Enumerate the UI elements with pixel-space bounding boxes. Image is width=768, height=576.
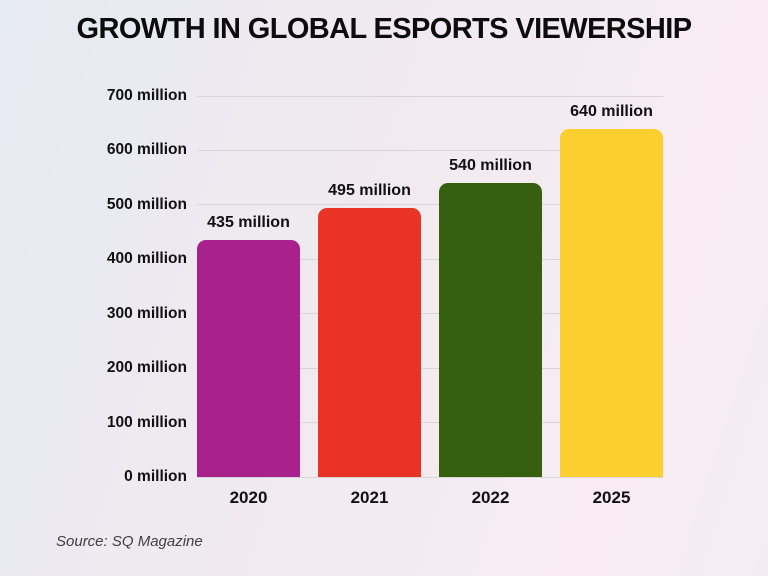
gridline <box>197 313 663 315</box>
y-axis-tick-label: 500 million <box>106 195 187 213</box>
x-axis-category-label: 2021 <box>350 488 389 507</box>
bar-2020 <box>197 240 300 477</box>
bar-2021 <box>318 207 421 477</box>
x-axis-category-label: 2020 <box>229 488 268 507</box>
y-axis-tick-label: 200 million <box>106 359 187 377</box>
y-axis-tick-label: 300 million <box>106 304 187 322</box>
y-axis-tick-label: 600 million <box>106 141 187 159</box>
x-axis-category-label: 2025 <box>592 488 631 507</box>
gridline <box>197 367 663 369</box>
y-axis-tick-label: 100 million <box>106 413 187 431</box>
x-axis-category-label: 2022 <box>471 488 510 507</box>
bar-value-label: 495 million <box>328 181 411 199</box>
gridline <box>197 422 663 424</box>
bar-value-label: 435 million <box>207 214 290 232</box>
gridline <box>197 476 663 478</box>
source-caption: Source: SQ Magazine <box>56 533 203 550</box>
bar-value-label: 540 million <box>449 157 532 175</box>
bar-2025 <box>560 128 663 477</box>
gridline <box>197 95 663 97</box>
y-axis-tick-label: 700 million <box>106 87 187 104</box>
gridline <box>197 204 663 206</box>
bar-value-label: 640 million <box>570 102 653 120</box>
chart-title: GROWTH IN GLOBAL ESPORTS VIEWERSHIP <box>76 13 692 45</box>
y-axis-tick-label: 0 million <box>124 468 187 485</box>
bar-2022 <box>439 183 542 477</box>
y-axis-tick-label: 400 million <box>106 250 187 268</box>
gridline <box>197 258 663 260</box>
gridline <box>197 149 663 151</box>
